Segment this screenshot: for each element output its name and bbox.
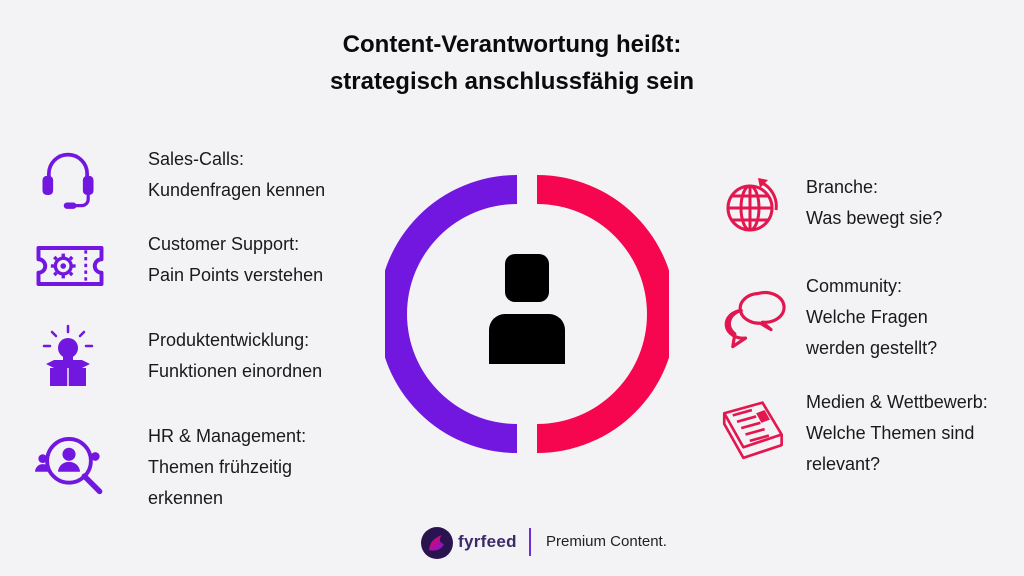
left-item-text: Customer Support: Pain Points verstehen [148,229,323,291]
item-description: Welche Themen sind [806,423,975,443]
purple-half-ring [385,175,517,453]
right-item-text: Branche: Was bewegt sie? [806,172,942,234]
headset-icon [42,152,94,209]
diagram-title: Content-Verantwortung heißt: strategisch… [0,26,1024,100]
item-heading: HR & Management: [148,426,307,446]
person-icon [489,254,565,364]
item-description: Pain Points verstehen [148,265,324,285]
item-description: Themen frühzeitig [148,457,293,477]
footer: fyrfeed Premium Content. [0,524,1024,560]
item-description-cont: erkennen [148,488,224,508]
left-item-text: HR & Management: Themen frühzeitig erken… [148,421,306,514]
support-ticket-icon [36,246,104,286]
lightbulb-box-icon [42,324,94,386]
red-half-ring [537,175,669,453]
globe-icon [726,178,778,232]
brand-name: fyrfeed [458,532,517,551]
item-description: Welche Fragen [806,307,928,327]
left-item-text: Produktentwicklung: Funktionen einordnen [148,325,322,387]
item-heading: Medien & Wettbewerb: [806,392,988,412]
center-ring [385,175,669,453]
footer-divider [529,528,531,556]
title-line-2: strategisch anschlussfähig sein [329,68,695,95]
right-item-text: Medien & Wettbewerb: Welche Themen sind … [806,387,988,480]
item-heading: Sales-Calls: [148,149,245,169]
title-line-1: Content-Verantwortung heißt: [342,31,682,58]
item-description-cont: relevant? [806,454,881,474]
item-heading: Customer Support: [148,234,300,254]
item-description: Kundenfragen kennen [148,180,326,200]
newspaper-icon [722,401,783,460]
item-description: Funktionen einordnen [148,361,323,381]
item-description-cont: werden gestellt? [806,338,938,358]
item-heading: Branche: [806,177,879,197]
item-heading: Community: [806,276,903,296]
chat-bubbles-icon [724,290,786,349]
item-description: Was bewegt sie? [806,208,943,228]
item-heading: Produktentwicklung: [148,330,310,350]
team-search-icon [35,437,103,495]
right-item-text: Community: Welche Fragen werden gestellt… [806,271,937,364]
tagline: Premium Content. [546,533,667,550]
fyrfeed-logo-icon [421,527,453,559]
left-item-text: Sales-Calls: Kundenfragen kennen [148,144,325,206]
